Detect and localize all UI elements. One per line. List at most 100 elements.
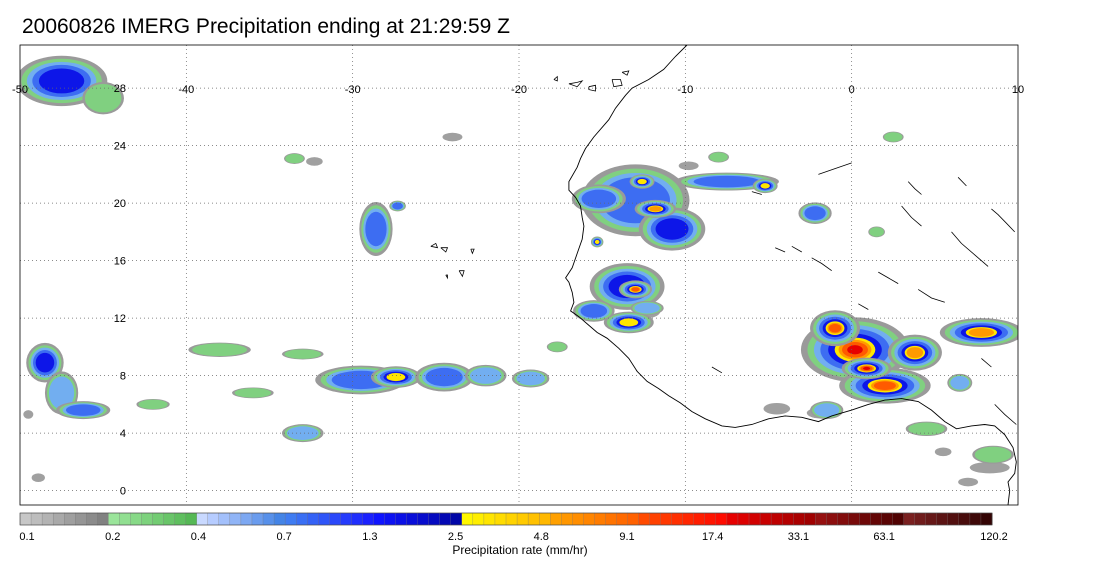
colorbar-swatch [726, 512, 739, 526]
island-outline [440, 247, 449, 253]
colorbar-swatch [737, 512, 750, 526]
lon-tick-label: 0 [849, 84, 855, 96]
light-precip-patch [23, 410, 34, 419]
africa-coastline [565, 45, 1017, 505]
lon-tick-label: -30 [345, 84, 361, 96]
inland-water-outline [751, 191, 762, 195]
colorbar-swatch [605, 512, 618, 526]
colorbar-swatch [826, 512, 838, 526]
colorbar-swatch [373, 512, 386, 526]
inland-water-outline [775, 247, 786, 253]
precip-cell [634, 302, 660, 314]
colorbar-swatch [64, 512, 76, 526]
precip-cell [35, 352, 55, 373]
colorbar-tick-label: 120.2 [980, 531, 1008, 543]
precip-cell [873, 381, 896, 390]
colorbar-swatch [848, 512, 861, 526]
lon-tick-label: 10 [1012, 84, 1024, 96]
colorbar-swatch [682, 512, 695, 526]
island-outline [470, 248, 475, 255]
precip-cell [581, 189, 617, 209]
colorbar-tick-label: 17.4 [702, 531, 723, 543]
island-outline [621, 70, 630, 76]
colorbar-swatch [748, 512, 761, 526]
lon-tick-label: -10 [677, 84, 693, 96]
colorbar-frame [19, 512, 993, 526]
lat-tick-label: 0 [120, 486, 126, 498]
colorbar-swatch [594, 512, 606, 526]
inland-water-outline [907, 181, 922, 195]
colorbar-tick-label: 0.7 [276, 531, 291, 543]
light-precip-patch [31, 473, 45, 482]
precip-cell [386, 373, 406, 382]
colorbar-swatch [527, 512, 540, 526]
lat-tick-label: 8 [120, 371, 126, 383]
precip-cell [906, 347, 924, 359]
colorbar-swatch [903, 512, 916, 526]
colorbar-swatch [671, 512, 684, 526]
colorbar-tick-label: 9.1 [619, 531, 634, 543]
inland-water-outline [991, 208, 1015, 233]
colorbar-swatch [196, 512, 209, 526]
inland-water-outline [818, 162, 852, 175]
precip-cell [65, 404, 101, 416]
inland-water-outline [791, 245, 802, 253]
colorbar-swatch [251, 512, 264, 526]
colorbar-swatch [483, 512, 496, 526]
colorbar-swatch [439, 512, 452, 526]
precip-cell [829, 323, 842, 333]
precip-cell [594, 239, 600, 244]
colorbar-swatch [572, 512, 584, 526]
colorbar-swatch [494, 512, 507, 526]
island-outline [445, 274, 448, 280]
lat-tick-label: 12 [114, 313, 126, 325]
colorbar-swatch [428, 512, 441, 526]
colorbar-swatch [318, 512, 330, 526]
inland-water-outline [878, 271, 899, 284]
colorbar-swatch [86, 512, 98, 526]
precip-cell [709, 152, 728, 162]
precip-cell [908, 422, 945, 436]
coastline [430, 45, 1017, 505]
inland-water-outline [981, 358, 992, 368]
precip-cell [285, 153, 304, 164]
map-frame [19, 44, 1019, 506]
precip-cell [974, 446, 1012, 463]
precip-cell [192, 343, 248, 357]
colorbar-swatch [461, 512, 474, 526]
colorbar-swatch [914, 512, 927, 526]
colorbar-swatch [892, 512, 905, 526]
colorbar-swatch [561, 512, 573, 526]
precip-cell [284, 349, 322, 359]
colorbar-swatch [815, 512, 827, 526]
colorbar-tick-label: 2.5 [448, 531, 463, 543]
inland-water-outline [811, 257, 832, 272]
colorbar-swatch [660, 512, 673, 526]
light-precip-patch [763, 402, 791, 415]
precip-cell [950, 375, 970, 390]
colorbar-swatch [30, 512, 43, 526]
precipitation-layer [20, 55, 1018, 487]
precip-cell [365, 211, 387, 247]
colorbar-swatch [693, 512, 706, 526]
colorbar-swatch [185, 512, 198, 526]
colorbar-swatch [804, 512, 816, 526]
colorbar-swatch [262, 512, 275, 526]
precip-cell [84, 83, 122, 113]
lat-tick-label: 16 [114, 256, 126, 268]
colorbar-swatch [119, 512, 132, 526]
colorbar-swatch [759, 512, 772, 526]
colorbar-swatch [505, 512, 518, 526]
colorbar-swatch [163, 512, 176, 526]
colorbar-swatch [450, 512, 463, 526]
colorbar-swatch [229, 512, 242, 526]
colorbar-swatch [881, 512, 894, 526]
colorbar-swatch [715, 512, 728, 526]
colorbar-swatch [329, 512, 341, 526]
colorbar-swatch [207, 512, 220, 526]
colorbar-swatch [52, 512, 65, 526]
colorbar-tick-label: 4.8 [534, 531, 549, 543]
colorbar-swatch [649, 512, 662, 526]
lat-lon-grid [20, 45, 1018, 505]
